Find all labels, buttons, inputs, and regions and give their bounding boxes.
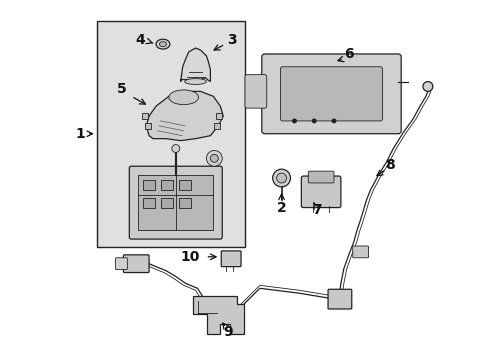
Bar: [214, 123, 220, 129]
FancyBboxPatch shape: [221, 251, 241, 267]
Bar: [216, 113, 222, 119]
Bar: [143, 198, 155, 208]
Bar: [161, 198, 172, 208]
Bar: [145, 123, 151, 129]
Ellipse shape: [159, 42, 166, 46]
FancyBboxPatch shape: [138, 175, 213, 230]
Circle shape: [210, 154, 218, 162]
Circle shape: [276, 173, 286, 183]
FancyBboxPatch shape: [280, 67, 382, 121]
Circle shape: [311, 118, 316, 123]
FancyBboxPatch shape: [115, 258, 127, 270]
Text: 6: 6: [343, 47, 353, 61]
FancyBboxPatch shape: [301, 176, 340, 208]
Circle shape: [171, 145, 180, 152]
Text: 7: 7: [312, 203, 321, 216]
Circle shape: [422, 82, 432, 91]
Circle shape: [272, 169, 290, 187]
Text: 4: 4: [135, 33, 145, 47]
FancyBboxPatch shape: [327, 289, 351, 309]
Text: 9: 9: [223, 325, 232, 339]
Bar: [179, 180, 190, 190]
Ellipse shape: [156, 39, 169, 49]
Text: 5: 5: [116, 82, 126, 96]
FancyBboxPatch shape: [352, 246, 368, 258]
Polygon shape: [146, 91, 223, 141]
FancyBboxPatch shape: [244, 75, 266, 108]
FancyBboxPatch shape: [129, 166, 222, 239]
Text: 8: 8: [385, 158, 394, 172]
Polygon shape: [181, 48, 210, 82]
Text: 3: 3: [227, 33, 237, 47]
Circle shape: [331, 118, 336, 123]
Ellipse shape: [184, 78, 206, 85]
Ellipse shape: [168, 90, 198, 105]
Bar: [97, 21, 244, 247]
FancyBboxPatch shape: [261, 54, 400, 134]
Circle shape: [333, 293, 343, 303]
FancyBboxPatch shape: [123, 255, 149, 273]
Bar: [142, 113, 148, 119]
Polygon shape: [192, 296, 244, 334]
Text: 2: 2: [276, 201, 286, 215]
Text: 1: 1: [75, 127, 84, 141]
Text: 10: 10: [181, 250, 200, 264]
Circle shape: [206, 150, 222, 166]
Bar: [143, 180, 155, 190]
FancyBboxPatch shape: [307, 171, 333, 183]
Bar: [179, 198, 190, 208]
Bar: [161, 180, 172, 190]
Circle shape: [291, 118, 296, 123]
